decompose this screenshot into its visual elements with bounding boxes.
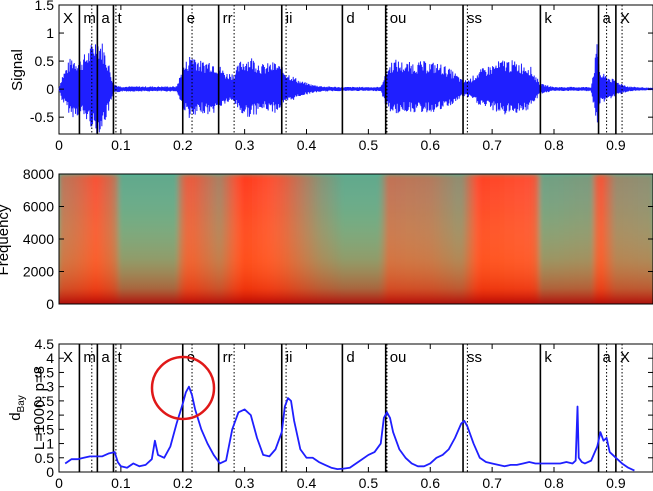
segment-label: X — [63, 349, 73, 366]
segment-label: k — [544, 10, 552, 27]
x-tick-label: 0.5 — [359, 137, 379, 153]
x-tick-label: 0.3 — [235, 475, 255, 491]
y-tick-label: 0.5 — [35, 450, 55, 466]
spectrogram-y-ticks: 0 2000 4000 6000 8000 — [23, 166, 653, 312]
x-tick-label: 0.1 — [111, 475, 131, 491]
x-tick-label: 0.9 — [606, 137, 626, 153]
x-tick-label: 0.3 — [235, 137, 255, 153]
x-tick-label: 0.8 — [544, 137, 564, 153]
y-tick-label: 4.5 — [35, 336, 55, 352]
x-tick-label: 0.2 — [173, 475, 193, 491]
segment-label: ou — [390, 349, 407, 366]
dbay-curve — [64, 385, 635, 472]
y-tick-label: 2000 — [23, 264, 54, 280]
y-tick-label: 4000 — [23, 231, 54, 247]
segment-label: k — [544, 349, 552, 366]
y-tick-label: -0.5 — [30, 109, 54, 125]
dbay-axes-box — [58, 343, 653, 473]
segment-label: m — [83, 349, 96, 366]
segment-label: ii — [286, 10, 293, 27]
x-tick-label: 0 — [55, 137, 63, 153]
segment-label: m — [83, 10, 96, 27]
x-tick-label: 0.9 — [606, 475, 626, 491]
segment-label: d — [346, 10, 354, 27]
segment-label: rr — [223, 349, 233, 366]
y-tick-label: 6000 — [23, 199, 54, 215]
segment-label: a — [101, 349, 110, 366]
segment-label: a — [101, 10, 110, 27]
signal-y-ticks: -0.5 0 0.5 1 1.5 — [30, 0, 653, 125]
x-tick-label: 0.2 — [173, 137, 193, 153]
signal-waveform — [58, 43, 653, 134]
x-tick-label: 0.4 — [297, 137, 317, 153]
y-tick-label: 1.5 — [35, 421, 55, 437]
segment-label: X — [620, 349, 630, 366]
x-tick-label: 0.5 — [359, 475, 379, 491]
x-tick-label: 0.1 — [111, 137, 131, 153]
segment-label: t — [117, 10, 122, 27]
signal-x-ticks: 0 0.1 0.2 0.3 0.4 0.5 0.6 0.7 0.8 0.9 — [55, 5, 626, 153]
x-tick-label: 0.4 — [297, 475, 317, 491]
y-tick-label: 1 — [46, 25, 54, 41]
dbay-y-axis-label: dBay — [7, 395, 27, 421]
segment-label: a — [603, 10, 612, 27]
y-tick-label: 1.5 — [35, 0, 55, 13]
segment-label: ii — [286, 349, 293, 366]
segment-label: ss — [467, 10, 482, 27]
segment-label: X — [63, 10, 73, 27]
dbay-y-axis-label-params: L=1000, p=8 — [31, 366, 48, 450]
dbay-x-ticks: 0 0.1 0.2 0.3 0.4 0.5 0.6 0.7 0.8 0.9 — [55, 344, 626, 491]
signal-y-axis-label: Signal — [9, 49, 26, 91]
y-tick-label: 4 — [46, 350, 54, 366]
signal-axes-box — [58, 4, 653, 135]
y-tick-label: 0 — [46, 464, 54, 480]
y-tick-label: 8000 — [23, 166, 54, 182]
x-tick-label: 0.8 — [544, 475, 564, 491]
y-tick-label: 3.5 — [35, 364, 55, 380]
x-tick-label: 0.7 — [482, 137, 502, 153]
highlight-circle — [150, 355, 216, 421]
segment-label: d — [346, 349, 354, 366]
segment-label: ss — [467, 349, 482, 366]
y-tick-label: 2.5 — [35, 393, 55, 409]
segment-label: X — [620, 10, 630, 27]
x-tick-label: 0.6 — [421, 475, 441, 491]
y-tick-label: 1 — [46, 436, 54, 452]
dbay-segment-boundaries — [78, 344, 623, 472]
spectrogram-low-frequency-band — [59, 174, 653, 304]
y-tick-label: 2 — [46, 407, 54, 423]
dbay-series-line — [64, 385, 635, 472]
y-tick-label: 0 — [46, 296, 54, 312]
y-tick-label: 0 — [46, 81, 54, 97]
segment-label: rr — [223, 10, 233, 27]
y-tick-label: 0.5 — [35, 53, 55, 69]
spectrogram-y-axis-label: Frequency — [0, 204, 12, 275]
x-tick-label: 0 — [55, 475, 63, 491]
signal-segment-boundaries — [78, 5, 623, 134]
segment-label: e — [187, 10, 195, 27]
x-tick-label: 0.7 — [482, 475, 502, 491]
y-tick-label: 3 — [46, 379, 54, 395]
segment-label: t — [117, 349, 122, 366]
spectrogram-panel: 0 2000 4000 6000 8000 Frequency — [0, 166, 653, 312]
segment-label: ou — [390, 10, 407, 27]
x-tick-label: 0.6 — [421, 137, 441, 153]
dbay-y-ticks: 00.511.522.533.544.5 — [35, 336, 653, 480]
signal-waveform-path — [58, 43, 653, 134]
segment-label: a — [603, 349, 612, 366]
